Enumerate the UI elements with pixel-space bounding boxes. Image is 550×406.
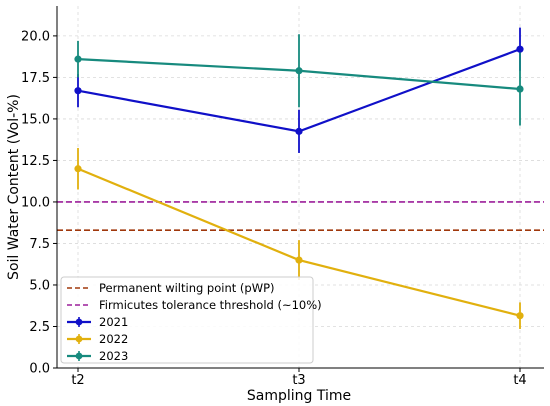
legend-label: 2023 bbox=[99, 349, 128, 363]
y-axis-title: Soil Water Content (Vol-%) bbox=[6, 94, 22, 280]
data-point bbox=[74, 55, 82, 63]
series-2023 bbox=[74, 34, 524, 126]
y-tick-label: 2.5 bbox=[29, 320, 50, 335]
data-point bbox=[295, 256, 303, 264]
series-layer bbox=[74, 27, 524, 329]
reference-lines bbox=[57, 201, 544, 231]
x-tick-labels: t2 t3 t4 bbox=[71, 373, 526, 388]
y-tick-label: 7.5 bbox=[29, 237, 50, 252]
y-tick-label: 0.0 bbox=[29, 362, 50, 377]
legend-label: Firmicutes tolerance threshold (~10%) bbox=[99, 298, 322, 312]
legend-box bbox=[60, 276, 314, 364]
legend-swatch-marker bbox=[75, 318, 83, 326]
data-point bbox=[295, 67, 303, 75]
y-tick-label: 5.0 bbox=[29, 278, 50, 293]
x-tick-label: t4 bbox=[513, 373, 526, 388]
x-tick-label: t3 bbox=[292, 373, 305, 388]
y-tick-label: 12.5 bbox=[21, 154, 50, 169]
axes bbox=[53, 6, 544, 372]
data-point bbox=[516, 45, 524, 53]
y-tick-label: 20.0 bbox=[21, 29, 50, 44]
y-tick-labels: 0.0 2.5 5.0 7.5 10.0 12.5 15.0 17.5 20.0 bbox=[21, 29, 50, 376]
series-2021 bbox=[74, 27, 524, 153]
x-tick-label: t2 bbox=[71, 373, 84, 388]
legend: Permanent wilting point (pWP) Firmicutes … bbox=[60, 276, 322, 364]
legend-swatch-marker bbox=[75, 352, 83, 360]
legend-swatch-marker bbox=[75, 335, 83, 343]
x-axis-title: Sampling Time bbox=[247, 388, 351, 404]
data-point bbox=[74, 87, 82, 95]
data-point bbox=[295, 127, 303, 135]
legend-label: 2022 bbox=[99, 332, 128, 346]
data-point bbox=[516, 312, 524, 320]
y-tick-label: 17.5 bbox=[21, 71, 50, 86]
legend-label: Permanent wilting point (pWP) bbox=[99, 281, 275, 295]
y-tick-label: 10.0 bbox=[21, 195, 50, 210]
series-2022 bbox=[74, 147, 524, 329]
data-point bbox=[74, 165, 82, 173]
y-tick-label: 15.0 bbox=[21, 112, 50, 127]
data-point bbox=[516, 85, 524, 93]
legend-label: 2021 bbox=[99, 315, 128, 329]
